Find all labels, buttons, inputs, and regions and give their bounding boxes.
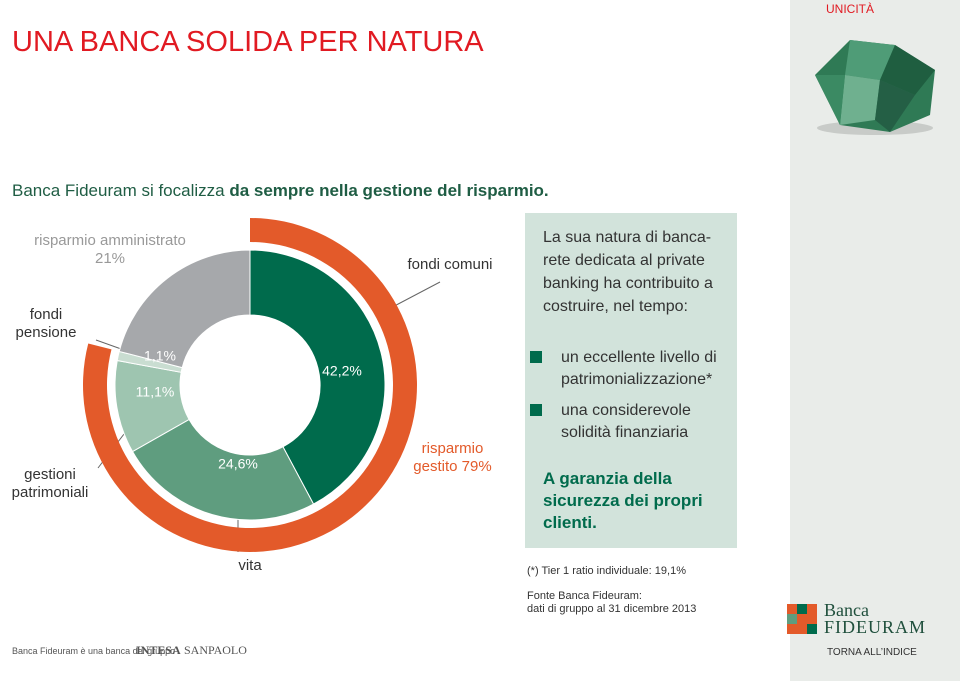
info-panel <box>525 213 737 548</box>
category-label: fondi pensione <box>15 306 77 341</box>
group-note: Banca Fideuram è una banca del gruppo <box>12 646 176 656</box>
brand-mark <box>787 604 817 634</box>
value-label: 1,1% <box>144 348 176 364</box>
category-label: vita <box>238 557 262 574</box>
page-title: UNA BANCA SOLIDA PER NATURA <box>12 26 484 58</box>
logo-sanpaolo: SANPAOLO <box>184 643 247 657</box>
value-label: 11,1% <box>136 384 175 400</box>
subtitle-bold: da sempre nella gestione del risparmio. <box>229 181 549 200</box>
source: dati di gruppo al 31 dicembre 2013 <box>527 603 697 615</box>
panel-bullet: un eccellente livello di patrimonializza… <box>561 349 717 388</box>
inner-segment <box>249 249 386 505</box>
category-label: gestioni patrimoniali <box>11 466 89 501</box>
subtitle: Banca Fideuram si focalizza da sempre ne… <box>12 181 549 201</box>
panel-conclusion: A garanzia della sicurezza dei propri cl… <box>543 469 703 532</box>
outer-category: risparmio gestito <box>413 440 484 475</box>
brand-bottom: FIDEURAM <box>824 617 927 637</box>
inner-segment <box>118 249 251 369</box>
brand-top: Banca <box>824 600 869 620</box>
outer-value: 21% <box>94 250 126 267</box>
inner-segment <box>131 418 315 521</box>
outer-value: 79% <box>461 458 492 475</box>
subtitle-plain: Banca Fideuram si focalizza <box>12 181 225 200</box>
logo-intesa: INTESA <box>136 643 181 657</box>
index-link[interactable]: TORNA ALL’INDICE <box>827 647 917 658</box>
value-label: 24,6% <box>218 456 258 472</box>
gem <box>815 40 935 135</box>
source: Fonte Banca Fideuram: <box>527 590 642 602</box>
outer-label: risparmio gestito 79% <box>400 440 505 476</box>
bullet-square <box>530 351 542 363</box>
outer-label: risparmio amministrato 21% <box>30 232 190 268</box>
outer-category: risparmio amministrato <box>34 232 186 249</box>
value-label: 42,2% <box>322 363 362 379</box>
footnote: (*) Tier 1 ratio individuale: 19,1% <box>527 565 686 577</box>
bullet-square <box>530 404 542 416</box>
panel-intro: La sua natura di banca-rete dedicata al … <box>543 229 713 315</box>
category-label: fondi comuni <box>407 256 493 273</box>
panel-bullet: una considerevole solidità finanziaria <box>561 402 691 441</box>
section-label: UNICITÀ <box>826 2 874 16</box>
